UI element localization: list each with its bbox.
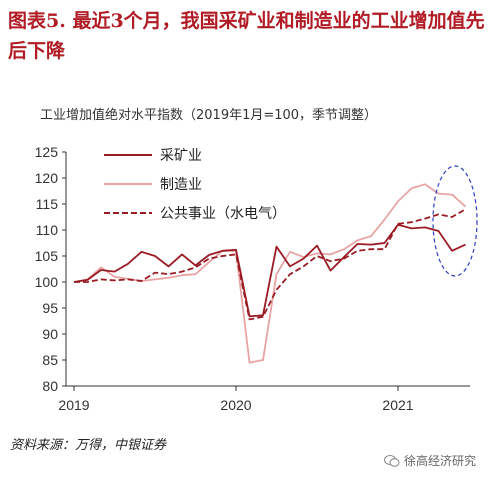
series-line-2 [74,208,466,321]
y-tick-label: 120 [35,170,59,186]
highlight-ellipse [432,165,478,277]
y-tick-label: 115 [36,196,59,212]
x-tick-label: 2019 [58,397,89,413]
y-tick-label: 90 [42,326,58,342]
y-tick-label: 110 [36,222,59,238]
legend-label: 采矿业 [160,148,202,164]
x-tick-label: 2020 [220,397,251,413]
y-tick-label: 85 [42,352,58,368]
y-tick-label: 105 [35,248,59,264]
y-tick-label: 125 [35,144,59,160]
source-note: 资料来源：万得，中银证券 [10,438,167,453]
chart-series-layer [73,183,467,364]
series-line-0 [73,223,466,318]
y-tick-label: 95 [42,300,58,316]
chart-subtitle: 工业增加值绝对水平指数（2019年1月=100，季节调整） [40,108,378,123]
watermark: 徐高经济研究 [384,452,476,469]
figure-title: 图表5. 最近3个月，我国采矿业和制造业的工业增加值先后下降 [8,10,485,62]
watermark-label: 徐高经济研究 [404,454,477,468]
chart-axes: 80 85 90 95 100 105 110 115 120 125 2019 2020 2021 [35,144,470,413]
legend-label: 公共事业（水电气） [160,206,286,222]
y-tick-label: 80 [42,378,58,394]
y-tick-label: 100 [35,274,59,290]
legend-label: 制造业 [160,177,202,193]
x-tick-label: 2021 [382,397,413,413]
wechat-icon [384,454,400,467]
